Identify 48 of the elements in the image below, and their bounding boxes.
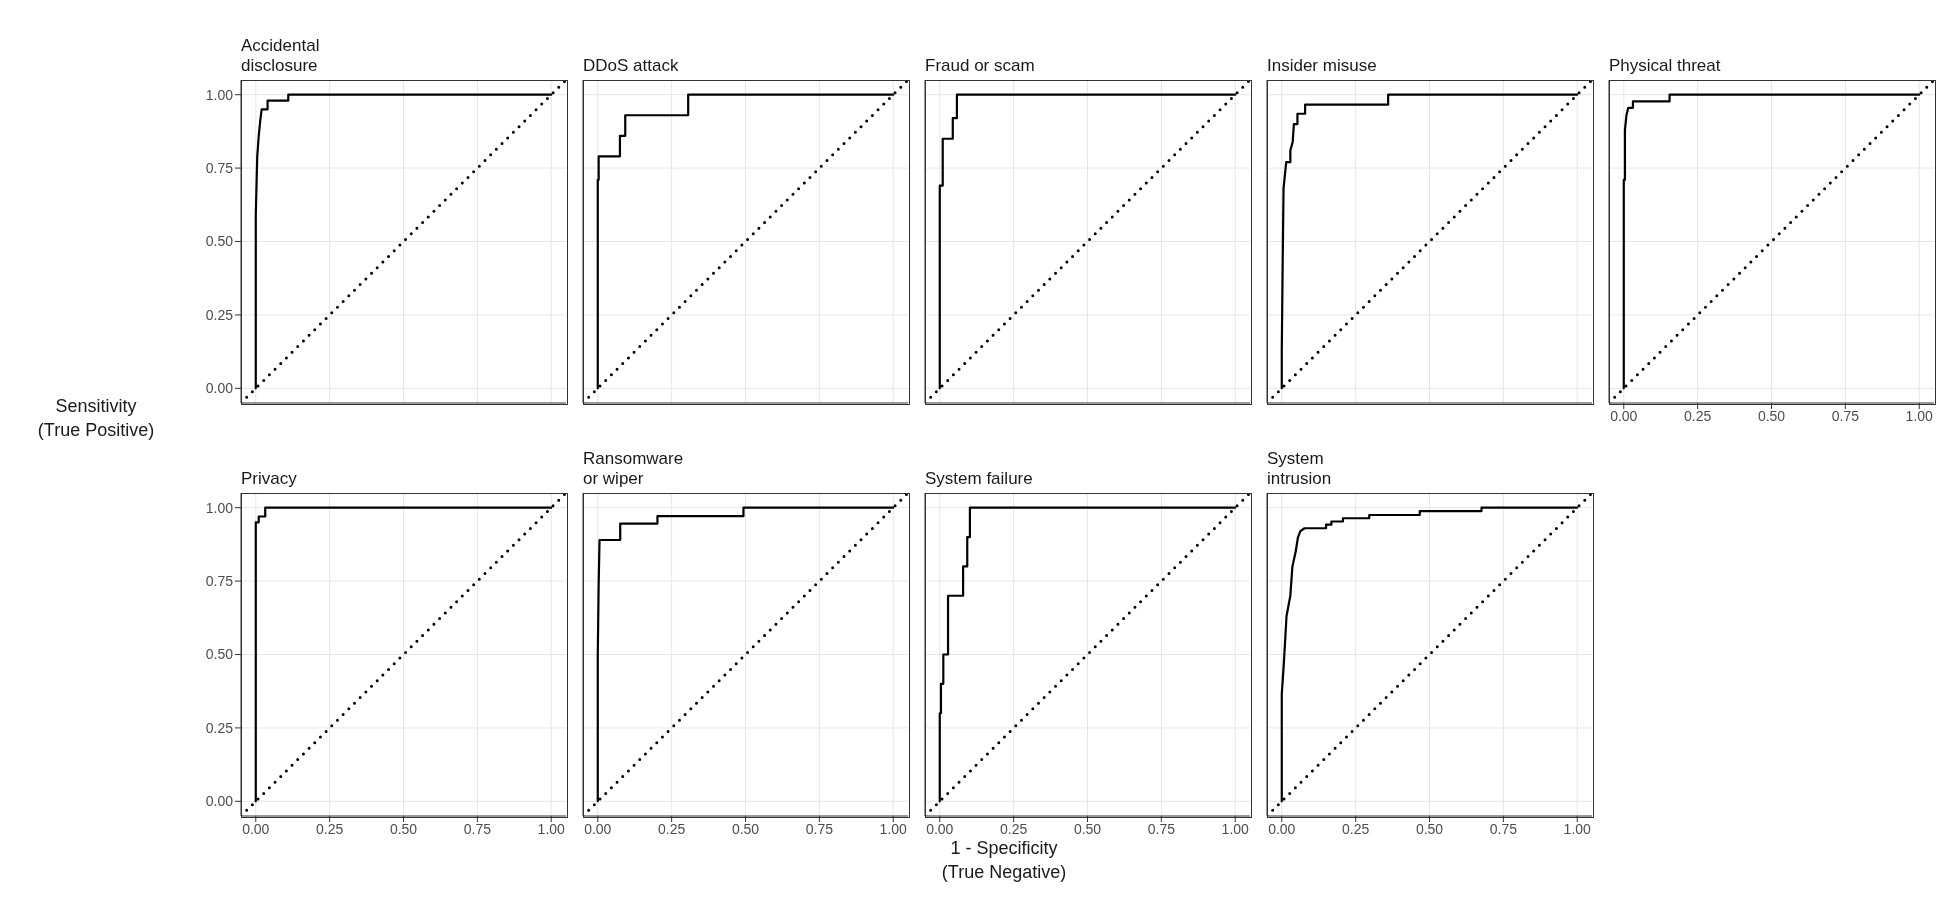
chart-title: Accidental disclosure — [241, 35, 321, 76]
y-tick-label: 0.25 — [205, 719, 234, 736]
x-tick-label: 0.50 — [731, 820, 760, 837]
chart-title: System intrusion — [1267, 448, 1333, 489]
x-tick-label: 0.75 — [1147, 820, 1176, 837]
x-tick-label: 0.25 — [1000, 820, 1028, 837]
chart-title: Privacy — [241, 468, 298, 489]
chart-title: Ransomware or wiper — [583, 448, 685, 489]
x-tick-label: 0.00 — [242, 820, 270, 837]
x-tick-label: 0.25 — [658, 820, 686, 837]
x-tick-label: 0.25 — [316, 820, 344, 837]
chart-title: DDoS attack — [583, 55, 680, 76]
x-tick-label: 0.00 — [1610, 407, 1638, 424]
chart-title: Insider misuse — [1267, 55, 1378, 76]
y-tick-label: 0.25 — [205, 306, 234, 323]
y-tick-label: 0.75 — [205, 573, 234, 590]
chart-title: System failure — [925, 468, 1034, 489]
x-tick-label: 0.25 — [1684, 407, 1712, 424]
x-tick-label: 0.75 — [1831, 407, 1860, 424]
x-tick-label: 0.75 — [1489, 820, 1518, 837]
line-series — [254, 93, 553, 390]
x-tick-label: 0.00 — [584, 820, 612, 837]
x-tick-label: 0.50 — [389, 820, 418, 837]
x-tick-label: 0.50 — [1415, 820, 1444, 837]
y-axis-title: Sensitivity (True Positive) — [36, 395, 156, 442]
y-tick-label: 0.50 — [205, 646, 234, 663]
x-tick-label: 1.00 — [1221, 820, 1250, 837]
x-tick-label: 1.00 — [1563, 820, 1592, 837]
x-tick-label: 1.00 — [879, 820, 908, 837]
y-tick-label: 0.50 — [205, 233, 234, 250]
y-tick-label: 1.00 — [205, 86, 234, 103]
x-tick-label: 0.75 — [463, 820, 492, 837]
y-tick-label: 0.00 — [205, 793, 234, 810]
y-tick-label: 0.00 — [205, 380, 234, 397]
x-tick-label: 0.50 — [1073, 820, 1102, 837]
x-axis-title: 1 - Specificity (True Negative) — [940, 837, 1068, 884]
chart-title: Fraud or scam — [925, 55, 1036, 76]
x-tick-label: 0.25 — [1342, 820, 1370, 837]
line-series — [254, 506, 553, 803]
chart-title: Physical threat — [1609, 55, 1722, 76]
x-tick-label: 0.00 — [1268, 820, 1296, 837]
x-tick-label: 0.50 — [1757, 407, 1786, 424]
x-tick-label: 0.75 — [805, 820, 834, 837]
y-tick-label: 1.00 — [205, 499, 234, 516]
x-tick-label: 0.00 — [926, 820, 954, 837]
x-tick-label: 1.00 — [1905, 407, 1934, 424]
x-tick-label: 1.00 — [537, 820, 566, 837]
y-tick-label: 0.75 — [205, 160, 234, 177]
